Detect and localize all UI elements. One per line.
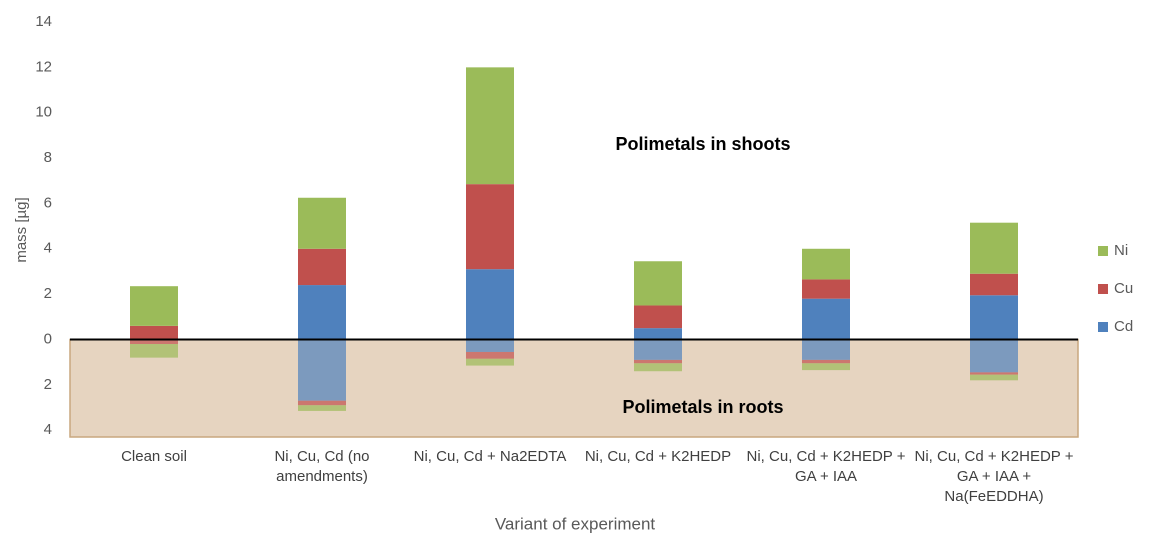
root-bar-segment	[634, 339, 682, 360]
root-bar-segment	[298, 339, 346, 401]
x-axis-label: Variant of experiment	[495, 514, 656, 533]
root-bar-segment	[634, 363, 682, 372]
y-tick-label: 0	[44, 330, 52, 347]
x-tick-label: Ni, Cu, Cd + K2HEDP	[584, 448, 732, 465]
x-tick-label: Ni, Cu, Cd + K2HEDP + GA + IAA + Na(FeED…	[914, 448, 1074, 505]
x-tick-label: Ni, Cu, Cd (no amendments)	[274, 448, 370, 485]
y-axis-label: mass [µg]	[13, 197, 30, 262]
legend-label: Cu	[1114, 280, 1133, 297]
y-tick-label: 14	[35, 13, 52, 30]
bar-segment	[634, 261, 682, 306]
legend-swatch	[1098, 246, 1108, 256]
bar-segment	[634, 328, 682, 340]
y-tick-label: 8	[44, 149, 52, 166]
root-bar-segment	[970, 339, 1018, 373]
bar-segment	[130, 286, 178, 326]
bar-segment	[802, 298, 850, 340]
x-tick-label: Ni, Cu, Cd + K2HEDP + GA + IAA	[746, 448, 906, 485]
root-bar-segment	[130, 344, 178, 358]
y-tick-label: 4	[44, 421, 52, 438]
legend-label: Ni	[1114, 242, 1128, 259]
bar-segment	[802, 279, 850, 299]
annotation: Polimetals in roots	[622, 397, 783, 417]
y-tick-label: 10	[35, 104, 52, 121]
y-tick-label: 6	[44, 194, 52, 211]
bar-segment	[298, 248, 346, 286]
bar-segment	[634, 305, 682, 329]
root-bar-segment	[970, 372, 1018, 375]
legend-label: Cd	[1114, 318, 1133, 335]
root-bar-segment	[466, 339, 514, 352]
legend-swatch	[1098, 284, 1108, 294]
y-tick-label: 2	[44, 376, 52, 393]
bar-segment	[466, 184, 514, 270]
bar-segment	[298, 197, 346, 249]
y-tick-label: 2	[44, 285, 52, 302]
bar-segment	[970, 273, 1018, 296]
y-tick-label: 12	[35, 58, 52, 75]
x-tick-label: Clean soil	[121, 448, 187, 465]
bar-segment	[970, 295, 1018, 340]
bar-segment	[466, 269, 514, 340]
bar-segment	[298, 285, 346, 340]
root-bar-segment	[298, 400, 346, 406]
root-bar-segment	[802, 339, 850, 360]
root-bar-segment	[802, 363, 850, 371]
roots-region	[69, 338, 1079, 438]
root-bar-segment	[970, 374, 1018, 381]
root-bar-segment	[802, 359, 850, 364]
legend-swatch	[1098, 322, 1108, 332]
root-bar-segment	[466, 351, 514, 359]
root-bar-segment	[130, 339, 178, 345]
root-bar-segment	[634, 359, 682, 364]
bar-segment	[130, 325, 178, 340]
bar-segment	[802, 248, 850, 280]
bar-segment	[970, 222, 1018, 274]
x-tick-label: Ni, Cu, Cd + Na2EDTA	[413, 448, 567, 465]
y-tick-label: 4	[44, 240, 52, 257]
annotation: Polimetals in shoots	[615, 134, 790, 154]
root-bar-segment	[466, 358, 514, 366]
root-bar-segment	[298, 405, 346, 411]
bar-segment	[466, 67, 514, 185]
